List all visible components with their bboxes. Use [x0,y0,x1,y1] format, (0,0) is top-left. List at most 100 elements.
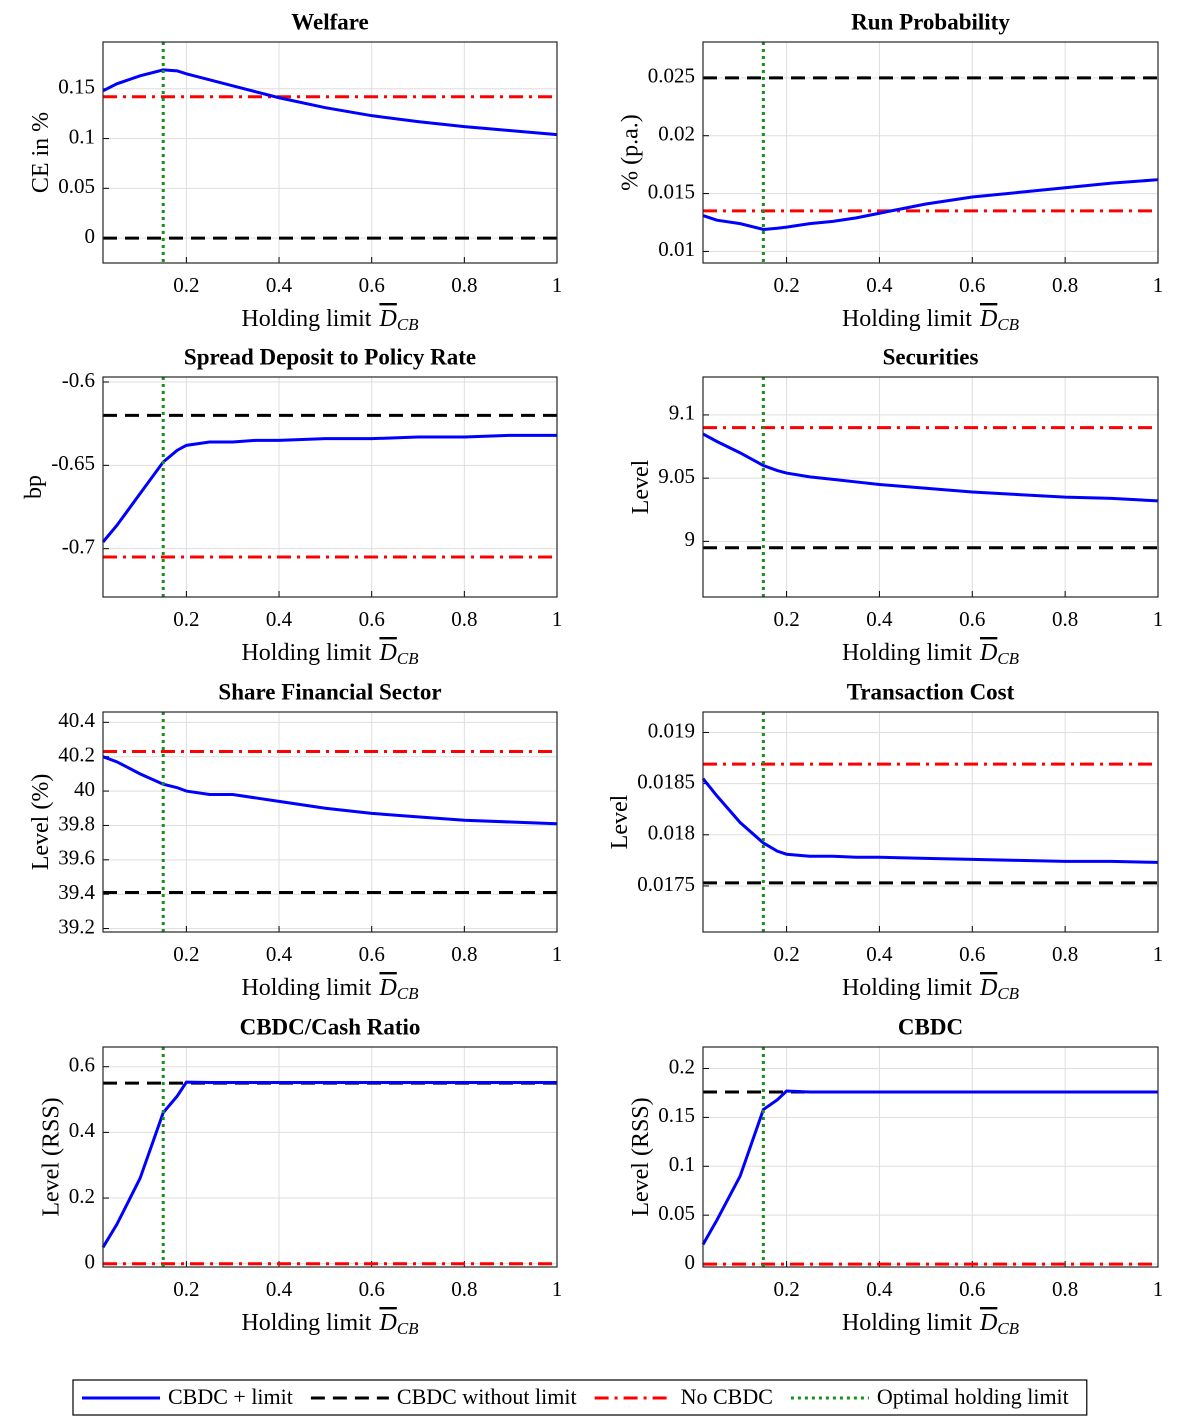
legend-label: CBDC + limit [168,1384,293,1409]
chart-title: Spread Deposit to Policy Rate [184,344,476,369]
plot-area [703,1047,1158,1267]
x-tick-label: 0.8 [451,607,477,631]
plot-area [103,42,557,263]
y-tick-label: 40.4 [58,708,95,732]
x-label-text: Holding limit [241,975,371,1001]
x-tick-label: 1 [1153,607,1164,631]
x-tick-label: 1 [1153,273,1164,297]
y-axis-label: Level [628,459,654,514]
y-axis-label: CE in % [28,112,54,193]
legend: CBDC + limit CBDC without limit No CBDC Opt… [72,1379,1088,1416]
x-label-subscript: CB [397,1319,419,1338]
chart-title: CBDC [898,1014,963,1039]
x-axis-label: Holding limit DCB [842,975,1020,1003]
x-axis-label: Holding limit DCB [842,306,1020,334]
x-label-symbol: D [378,975,396,1001]
x-tick-label: 0.4 [266,942,293,966]
y-tick-label: 0.01 [658,237,695,261]
y-tick-label: -0.6 [62,368,95,392]
x-axis-label: Holding limit DCB [241,1310,419,1338]
x-label-subscript: CB [997,315,1019,334]
y-tick-label: 9 [685,527,696,551]
chart-title: Securities [883,344,979,369]
x-tick-label: 0.2 [173,273,199,297]
x-axis-label: Holding limit DCB [842,1310,1020,1338]
legend-box [72,1379,1088,1416]
panel: 39.2 39.4 39.6 39.8 40 40.2 40.4 0.2 0.4 0.6 0.8 1 S… [28,679,563,1003]
y-tick-label: 0.05 [658,1201,695,1225]
y-tick-label: 0.15 [658,1103,695,1127]
x-tick-label: 0.8 [451,942,477,966]
panel: -0.7 -0.65 -0.6 0.2 0.4 0.6 0.8 1 Spread Deposit… [21,344,563,668]
line-series [101,1080,557,1249]
x-tick-label: 0.2 [773,273,799,297]
legend-label: Optimal holding limit [877,1384,1069,1409]
axes-box [102,1046,558,1268]
panel: 0 0.05 0.1 0.15 0.2 0.4 0.6 0.8 1 Welfare CE in % H… [28,9,563,334]
axes-box [702,1046,1159,1268]
chart-title: Run Probability [851,9,1010,34]
axes-box [702,41,1159,264]
y-tick-label: 0.015 [648,179,695,203]
x-tick-label: 0.8 [1052,273,1078,297]
x-axis-label: Holding limit DCB [842,640,1020,668]
line-series [102,68,558,137]
line-series [702,432,1159,503]
x-tick-label: 0.2 [173,942,199,966]
x-label-subscript: CB [397,315,419,334]
y-tick-label: -0.65 [51,451,95,475]
x-tick-label: 0.4 [866,942,893,966]
x-label-symbol: D [979,640,997,666]
panel: 0 0.05 0.1 0.15 0.2 0.2 0.4 0.6 0.8 1 CBDC Level (R… [628,1014,1164,1338]
x-label-text: Holding limit [241,1310,371,1336]
legend-label: CBDC without limit [397,1384,577,1409]
x-tick-label: 0.8 [1052,1277,1078,1301]
x-tick-label: 0.6 [359,1277,385,1301]
x-tick-label: 0.6 [959,607,985,631]
x-label-subscript: CB [997,1319,1019,1338]
y-tick-label: 9.05 [658,464,695,488]
x-label-symbol: D [378,306,396,332]
y-axis-label: Level [607,794,633,849]
x-tick-label: 1 [552,1277,563,1301]
chart-title: CBDC/Cash Ratio [240,1014,421,1039]
x-tick-label: 0.6 [959,1277,985,1301]
y-tick-label: 40.2 [58,743,95,767]
y-tick-label: 0 [685,1250,696,1274]
y-tick-label: 0.025 [648,64,695,88]
y-tick-label: 0.2 [669,1054,695,1078]
x-label-subscript: CB [997,984,1019,1003]
x-tick-label: 0.6 [359,607,385,631]
x-tick-label: 1 [552,273,563,297]
x-tick-label: 1 [552,942,563,966]
y-tick-label: 39.4 [58,880,95,904]
x-tick-label: 0.4 [266,1277,293,1301]
chart-title: Transaction Cost [847,679,1015,704]
y-tick-label: 0.1 [69,124,95,148]
panel: 0 0.2 0.4 0.6 0.2 0.4 0.6 0.8 1 CBDC/Cash Ratio Le… [38,1014,562,1338]
y-tick-label: 0.6 [69,1053,95,1077]
x-label-symbol: D [979,975,997,1001]
x-tick-label: 0.4 [866,1277,893,1301]
x-label-text: Holding limit [241,640,371,666]
x-axis-label: Holding limit DCB [241,975,419,1003]
y-axis-label: % (p.a.) [617,114,643,191]
plot-area [103,1047,557,1267]
axes-box [102,711,558,933]
plot-area [703,712,1158,932]
axes-box [702,711,1159,933]
y-axis-label: bp [21,475,47,499]
y-axis-label: Level (RSS) [628,1097,654,1216]
x-tick-label: 0.4 [266,273,293,297]
x-tick-label: 0.4 [866,273,893,297]
x-label-text: Holding limit [842,640,972,666]
x-label-subscript: CB [397,649,419,668]
x-tick-label: 1 [1153,942,1164,966]
x-label-subscript: CB [997,649,1019,668]
y-tick-label: 0.05 [58,174,95,198]
y-tick-label: 39.2 [58,914,95,938]
y-tick-label: -0.7 [62,534,95,558]
y-tick-label: 39.8 [58,811,95,835]
y-tick-label: 0.019 [648,718,695,742]
y-tick-label: 0.15 [58,75,95,99]
